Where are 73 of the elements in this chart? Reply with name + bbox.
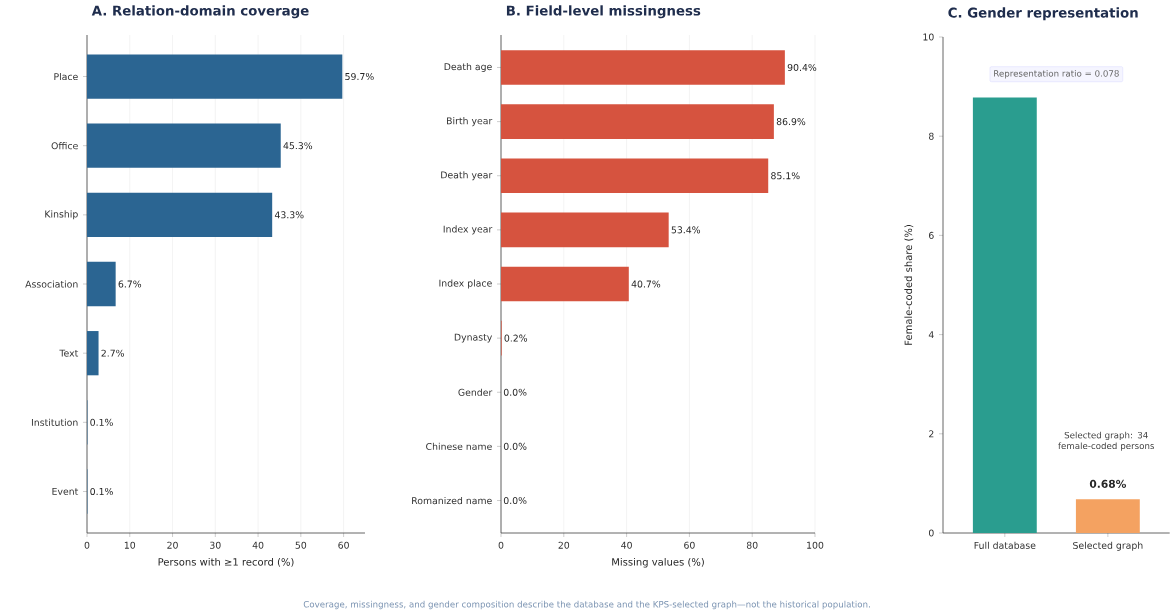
data-label: 0.68%: [1089, 479, 1127, 488]
x-tick-label: 60: [338, 541, 349, 549]
data-label: 85.1%: [771, 172, 800, 180]
y-tick-label: Romanized name: [412, 496, 492, 505]
x-tick-label: Full database: [974, 541, 1036, 549]
data-label: 59.7%: [345, 72, 374, 81]
x-tick-label: 80: [746, 541, 758, 549]
data-label: 43.3%: [274, 211, 304, 219]
x-tick-label: Selected graph: [1073, 541, 1143, 551]
bar: [87, 331, 99, 376]
data-label: 0.0%: [503, 388, 527, 396]
y-tick-label: Place: [54, 72, 78, 81]
y-tick-label: Kinship: [45, 210, 78, 220]
y-tick-label: 4: [928, 331, 934, 338]
y-tick-label: 2: [929, 430, 934, 438]
bar: [501, 266, 629, 302]
x-axis-title: Persons with ≥1 record (%): [158, 557, 294, 567]
data-label: 0.0%: [503, 442, 527, 450]
x-axis-title: Missing values (%): [612, 557, 704, 568]
bar: [501, 104, 774, 139]
y-tick-label: 8: [928, 132, 934, 140]
y-tick-label: Institution: [31, 418, 78, 426]
data-label: 86.9%: [776, 118, 806, 126]
x-tick-label: 0: [498, 541, 504, 549]
data-label: 45.3%: [283, 142, 313, 150]
y-tick-label: Death age: [444, 62, 492, 72]
data-label: 0.1%: [90, 487, 113, 496]
data-label: 90.4%: [787, 63, 817, 71]
y-tick-label: 0: [928, 529, 934, 537]
bar: [501, 158, 769, 194]
x-tick-label: 100: [807, 541, 824, 549]
y-tick-label: 10: [923, 33, 934, 41]
y-tick-label: Dynasty: [454, 333, 493, 343]
data-label: 2.7%: [101, 349, 124, 357]
bar: [87, 54, 343, 99]
bar: [501, 50, 785, 85]
x-tick-label: 30: [210, 541, 221, 549]
annotation: Representation ratio = 0.078: [994, 70, 1119, 79]
data-label: 0.1%: [90, 418, 113, 426]
x-tick-label: 50: [295, 541, 307, 549]
y-tick-label: Chinese name: [426, 442, 492, 450]
bar: [501, 212, 669, 248]
y-tick-label: Index place: [439, 279, 492, 289]
chart-title: C. Gender representation: [948, 7, 1138, 21]
x-tick-label: 0: [84, 541, 90, 549]
y-tick-label: Gender: [458, 388, 493, 396]
y-tick-label: 6: [929, 231, 934, 239]
data-label: 0.0%: [503, 497, 527, 505]
data-label: 6.7%: [118, 280, 142, 288]
x-tick-label: 10: [124, 541, 136, 549]
y-tick-label: Event: [52, 488, 79, 495]
x-tick-label: 60: [684, 541, 695, 549]
data-label: 40.7%: [631, 280, 661, 288]
y-tick-label: Association: [25, 280, 78, 288]
chart-title: A. Relation-domain coverage: [91, 5, 309, 19]
bar: [87, 261, 116, 307]
x-tick-label: 20: [167, 541, 178, 549]
x-tick-label: 20: [558, 541, 570, 549]
y-tick-label: Text: [59, 349, 79, 357]
x-tick-label: 40: [621, 541, 632, 549]
y-tick-label: Birth year: [447, 117, 493, 127]
chart-title: B. Field-level missingness: [506, 5, 701, 19]
y-tick-label: Index year: [443, 225, 493, 235]
bar: [87, 123, 281, 168]
y-tick-label: Death year: [441, 171, 493, 181]
data-label: 53.4%: [671, 226, 701, 234]
y-axis-title: Female-coded share (%): [904, 225, 914, 345]
annotation: Selected graph: 34 female-coded persons: [1058, 431, 1155, 451]
data-label: 0.2%: [504, 334, 528, 342]
x-tick-label: 40: [252, 541, 264, 549]
bar: [87, 192, 273, 237]
text: Coverage, missingness, and gender composition describe the database and the KPS-selected graph—not the historical population.: [303, 600, 870, 610]
y-tick-label: Office: [51, 142, 78, 150]
